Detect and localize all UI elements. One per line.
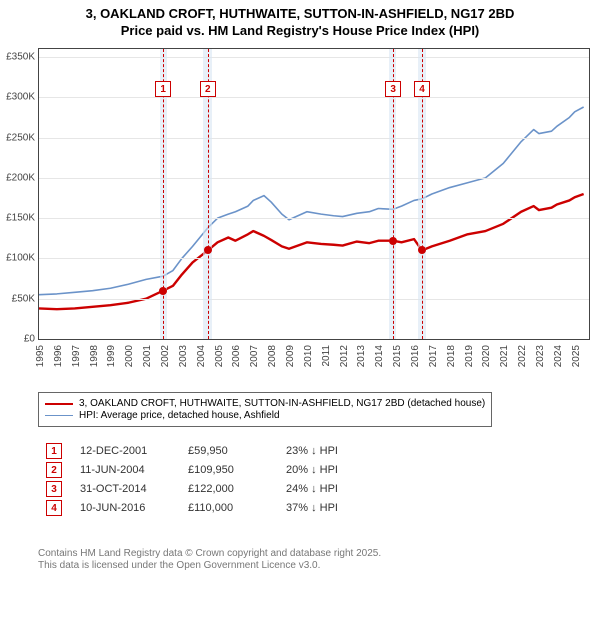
x-tick-label: 1995 xyxy=(35,345,46,367)
y-tick-label: £100K xyxy=(6,253,35,264)
x-tick-label: 1997 xyxy=(71,345,82,367)
sales-table: 1 12-DEC-2001 £59,950 23% ↓ HPI 2 11-JUN-2004… xyxy=(46,440,376,519)
table-row: 2 11-JUN-2004 £109,950 20% ↓ HPI xyxy=(46,462,376,478)
sale-point xyxy=(389,237,397,245)
x-tick-label: 2021 xyxy=(499,345,510,367)
table-row: 4 10-JUN-2016 £110,000 37% ↓ HPI xyxy=(46,500,376,516)
table-price: £122,000 xyxy=(188,483,268,495)
table-price: £110,000 xyxy=(188,502,268,514)
table-date: 11-JUN-2004 xyxy=(80,464,170,476)
y-tick-label: £0 xyxy=(24,334,35,345)
table-delta: 23% ↓ HPI xyxy=(286,445,376,457)
x-tick-label: 1998 xyxy=(89,345,100,367)
marker-label-3: 3 xyxy=(385,81,401,97)
title-line-2: Price paid vs. HM Land Registry's House … xyxy=(8,23,592,40)
x-tick-label: 2025 xyxy=(571,345,582,367)
sale-point xyxy=(204,246,212,254)
chart-title: 3, OAKLAND CROFT, HUTHWAITE, SUTTON-IN-A… xyxy=(0,0,600,42)
x-tick-label: 2004 xyxy=(196,345,207,367)
marker-label-2: 2 xyxy=(200,81,216,97)
legend-box: 3, OAKLAND CROFT, HUTHWAITE, SUTTON-IN-A… xyxy=(38,392,492,427)
table-price: £59,950 xyxy=(188,445,268,457)
legend-swatch xyxy=(45,415,73,416)
x-tick-label: 2024 xyxy=(553,345,564,367)
chart-container: { "title_line1": "3, OAKLAND CROFT, HUTH… xyxy=(0,0,600,620)
x-tick-label: 2014 xyxy=(374,345,385,367)
sale-point xyxy=(418,246,426,254)
table-date: 10-JUN-2016 xyxy=(80,502,170,514)
table-row: 3 31-OCT-2014 £122,000 24% ↓ HPI xyxy=(46,481,376,497)
gridline-h xyxy=(39,178,589,179)
series-paid xyxy=(39,194,584,309)
table-marker: 2 xyxy=(46,462,62,478)
sale-point xyxy=(159,287,167,295)
gridline-h xyxy=(39,57,589,58)
x-tick-label: 2005 xyxy=(214,345,225,367)
table-delta: 24% ↓ HPI xyxy=(286,483,376,495)
x-tick-label: 2022 xyxy=(517,345,528,367)
marker-label-4: 4 xyxy=(414,81,430,97)
table-marker: 3 xyxy=(46,481,62,497)
table-price: £109,950 xyxy=(188,464,268,476)
x-tick-label: 2001 xyxy=(142,345,153,367)
table-delta: 20% ↓ HPI xyxy=(286,464,376,476)
table-date: 31-OCT-2014 xyxy=(80,483,170,495)
marker-label-1: 1 xyxy=(155,81,171,97)
legend-label: HPI: Average price, detached house, Ashf… xyxy=(79,410,280,421)
x-tick-label: 2000 xyxy=(124,345,135,367)
footnote: Contains HM Land Registry data © Crown c… xyxy=(38,548,381,572)
table-row: 1 12-DEC-2001 £59,950 23% ↓ HPI xyxy=(46,443,376,459)
x-tick-label: 2023 xyxy=(535,345,546,367)
x-tick-label: 2011 xyxy=(321,345,332,367)
x-tick-label: 1999 xyxy=(106,345,117,367)
y-tick-label: £300K xyxy=(6,92,35,103)
x-tick-label: 2013 xyxy=(356,345,367,367)
y-tick-label: £200K xyxy=(6,172,35,183)
x-tick-label: 1996 xyxy=(53,345,64,367)
y-tick-label: £250K xyxy=(6,132,35,143)
gridline-h xyxy=(39,218,589,219)
title-line-1: 3, OAKLAND CROFT, HUTHWAITE, SUTTON-IN-A… xyxy=(8,6,592,23)
gridline-h xyxy=(39,258,589,259)
series-hpi xyxy=(39,107,584,295)
x-tick-label: 2016 xyxy=(410,345,421,367)
legend-label: 3, OAKLAND CROFT, HUTHWAITE, SUTTON-IN-A… xyxy=(79,398,485,409)
footnote-line-2: This data is licensed under the Open Gov… xyxy=(38,560,381,572)
x-tick-label: 2017 xyxy=(428,345,439,367)
x-tick-label: 2018 xyxy=(446,345,457,367)
x-tick-label: 2002 xyxy=(160,345,171,367)
table-marker: 4 xyxy=(46,500,62,516)
y-tick-label: £350K xyxy=(6,52,35,63)
x-tick-label: 2020 xyxy=(481,345,492,367)
gridline-h xyxy=(39,299,589,300)
table-date: 12-DEC-2001 xyxy=(80,445,170,457)
footnote-line-1: Contains HM Land Registry data © Crown c… xyxy=(38,548,381,560)
x-tick-label: 2010 xyxy=(303,345,314,367)
legend-swatch xyxy=(45,403,73,405)
x-tick-label: 2009 xyxy=(285,345,296,367)
x-tick-label: 2019 xyxy=(464,345,475,367)
x-tick-label: 2012 xyxy=(339,345,350,367)
table-marker: 1 xyxy=(46,443,62,459)
y-tick-label: £150K xyxy=(6,213,35,224)
plot-svg xyxy=(39,49,589,339)
x-tick-label: 2008 xyxy=(267,345,278,367)
gridline-h xyxy=(39,138,589,139)
plot-area: £0£50K£100K£150K£200K£250K£300K£350K1995… xyxy=(38,48,590,340)
x-tick-label: 2015 xyxy=(392,345,403,367)
table-delta: 37% ↓ HPI xyxy=(286,502,376,514)
y-tick-label: £50K xyxy=(12,293,35,304)
legend-row: 3, OAKLAND CROFT, HUTHWAITE, SUTTON-IN-A… xyxy=(45,398,485,409)
x-tick-label: 2006 xyxy=(231,345,242,367)
legend-row: HPI: Average price, detached house, Ashf… xyxy=(45,410,485,421)
gridline-h xyxy=(39,97,589,98)
x-tick-label: 2003 xyxy=(178,345,189,367)
x-tick-label: 2007 xyxy=(249,345,260,367)
